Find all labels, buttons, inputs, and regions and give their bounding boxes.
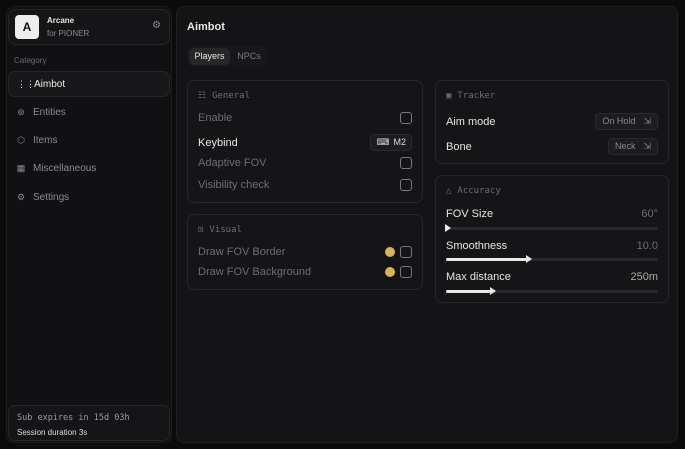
brand-card: A Arcane for PIONER ⚙ (8, 9, 170, 45)
fov-border-checkbox[interactable] (400, 246, 412, 258)
aim-mode-value: On Hold (602, 116, 636, 126)
max-distance-slider[interactable] (446, 287, 658, 295)
fov-size-value: 60° (641, 208, 658, 220)
sidebar-item-label: Items (33, 134, 58, 146)
sidebar-item-label: Aimbot (34, 78, 66, 90)
visibility-check-label: Visibility check (198, 179, 270, 191)
general-card: ☷ General Enable Keybind ⌨ M2 Adaptive FOV … (187, 80, 423, 203)
fov-background-checkbox[interactable] (400, 266, 412, 278)
sidebar-item-items[interactable]: ⬡ Items (8, 127, 170, 153)
general-icon: ☷ (198, 91, 207, 101)
visual-icon: ⊡ (198, 225, 204, 235)
sidebar-item-label: Settings (33, 191, 70, 203)
tab-npcs[interactable]: NPCs (237, 51, 261, 61)
keybind-label: Keybind (198, 136, 238, 149)
aim-mode-select[interactable]: On Hold ⇲ (595, 113, 658, 130)
app-subtitle: for PIONER (47, 29, 90, 38)
category-label: Category (14, 56, 47, 65)
smoothness-slider[interactable] (446, 255, 658, 263)
fov-size-slider[interactable] (445, 224, 658, 232)
visibility-check-checkbox[interactable] (400, 179, 412, 191)
accuracy-title: Accuracy (457, 186, 501, 196)
enable-checkbox[interactable] (400, 112, 412, 124)
smoothness-label: Smoothness (446, 240, 508, 252)
sidebar-item-miscellaneous[interactable]: ▦ Miscellaneous (8, 155, 170, 181)
sub-expires: Sub expires in 15d 03h (17, 413, 130, 423)
max-distance-label: Max distance (446, 271, 511, 283)
smoothness-value: 10.0 (636, 240, 658, 252)
slider-thumb[interactable] (525, 255, 532, 263)
keybind-button[interactable]: ⌨ M2 (370, 134, 412, 151)
session-duration: Session duration 3s (17, 428, 88, 437)
accuracy-card: △ Accuracy FOV Size 60° Smoothness 10.0 Max… (435, 175, 669, 303)
fov-size-label: FOV Size (446, 208, 494, 220)
tracker-card: ▣ Tracker Aim mode On Hold ⇲ Bone Neck ⇲ (435, 80, 669, 164)
subscription-card: Sub expires in 15d 03h Session duration … (8, 405, 170, 441)
tracker-icon: ▣ (446, 91, 452, 101)
max-distance-value: 250m (630, 271, 658, 283)
bone-value: Neck (614, 141, 636, 151)
select-icon: ⇲ (643, 141, 651, 151)
fov-background-color-swatch[interactable] (385, 267, 395, 277)
tracker-title: Tracker (457, 91, 496, 101)
keybind-value: M2 (393, 137, 406, 147)
app-name: Arcane (47, 16, 75, 25)
adaptive-fov-label: Adaptive FOV (198, 157, 267, 169)
bone-select[interactable]: Neck ⇲ (607, 138, 658, 155)
misc-icon: ▦ (16, 162, 26, 173)
fov-border-label: Draw FOV Border (198, 246, 286, 258)
sidebar-item-settings[interactable]: ⚙ Settings (8, 184, 170, 210)
visual-card: ⊡ Visual Draw FOV Border Draw FOV Backgro… (187, 214, 423, 290)
enable-label: Enable (198, 112, 233, 124)
sidebar-item-label: Entities (33, 106, 66, 118)
aim-mode-label: Aim mode (446, 115, 496, 128)
general-title: General (212, 91, 251, 101)
fov-border-color-swatch[interactable] (385, 247, 395, 257)
fov-background-label: Draw FOV Background (198, 266, 312, 278)
entities-icon: ⊛ (17, 106, 25, 117)
box-icon: ⬡ (17, 134, 25, 145)
crosshair-icon: ⋮⋮ (17, 78, 35, 89)
gear-icon: ⚙ (16, 191, 26, 202)
sidebar-item-label: Miscellaneous (33, 162, 97, 174)
accuracy-icon: △ (446, 186, 452, 196)
bone-label: Bone (446, 140, 472, 153)
page-title: Aimbot (187, 21, 225, 33)
tab-bar: Players NPCs (187, 46, 267, 67)
settings-icon[interactable]: ⚙ (152, 20, 161, 31)
keyboard-icon: ⌨ (376, 137, 390, 147)
tab-players[interactable]: Players (189, 48, 230, 65)
app-logo: A (15, 15, 39, 39)
visual-title: Visual (209, 225, 242, 235)
sidebar-item-aimbot[interactable]: ⋮⋮ Aimbot (8, 71, 170, 97)
select-icon: ⇲ (643, 116, 651, 126)
adaptive-fov-checkbox[interactable] (400, 157, 412, 169)
slider-thumb[interactable] (489, 287, 496, 295)
slider-thumb[interactable] (445, 224, 451, 232)
sidebar-item-entities[interactable]: ⊛ Entities (8, 99, 170, 125)
